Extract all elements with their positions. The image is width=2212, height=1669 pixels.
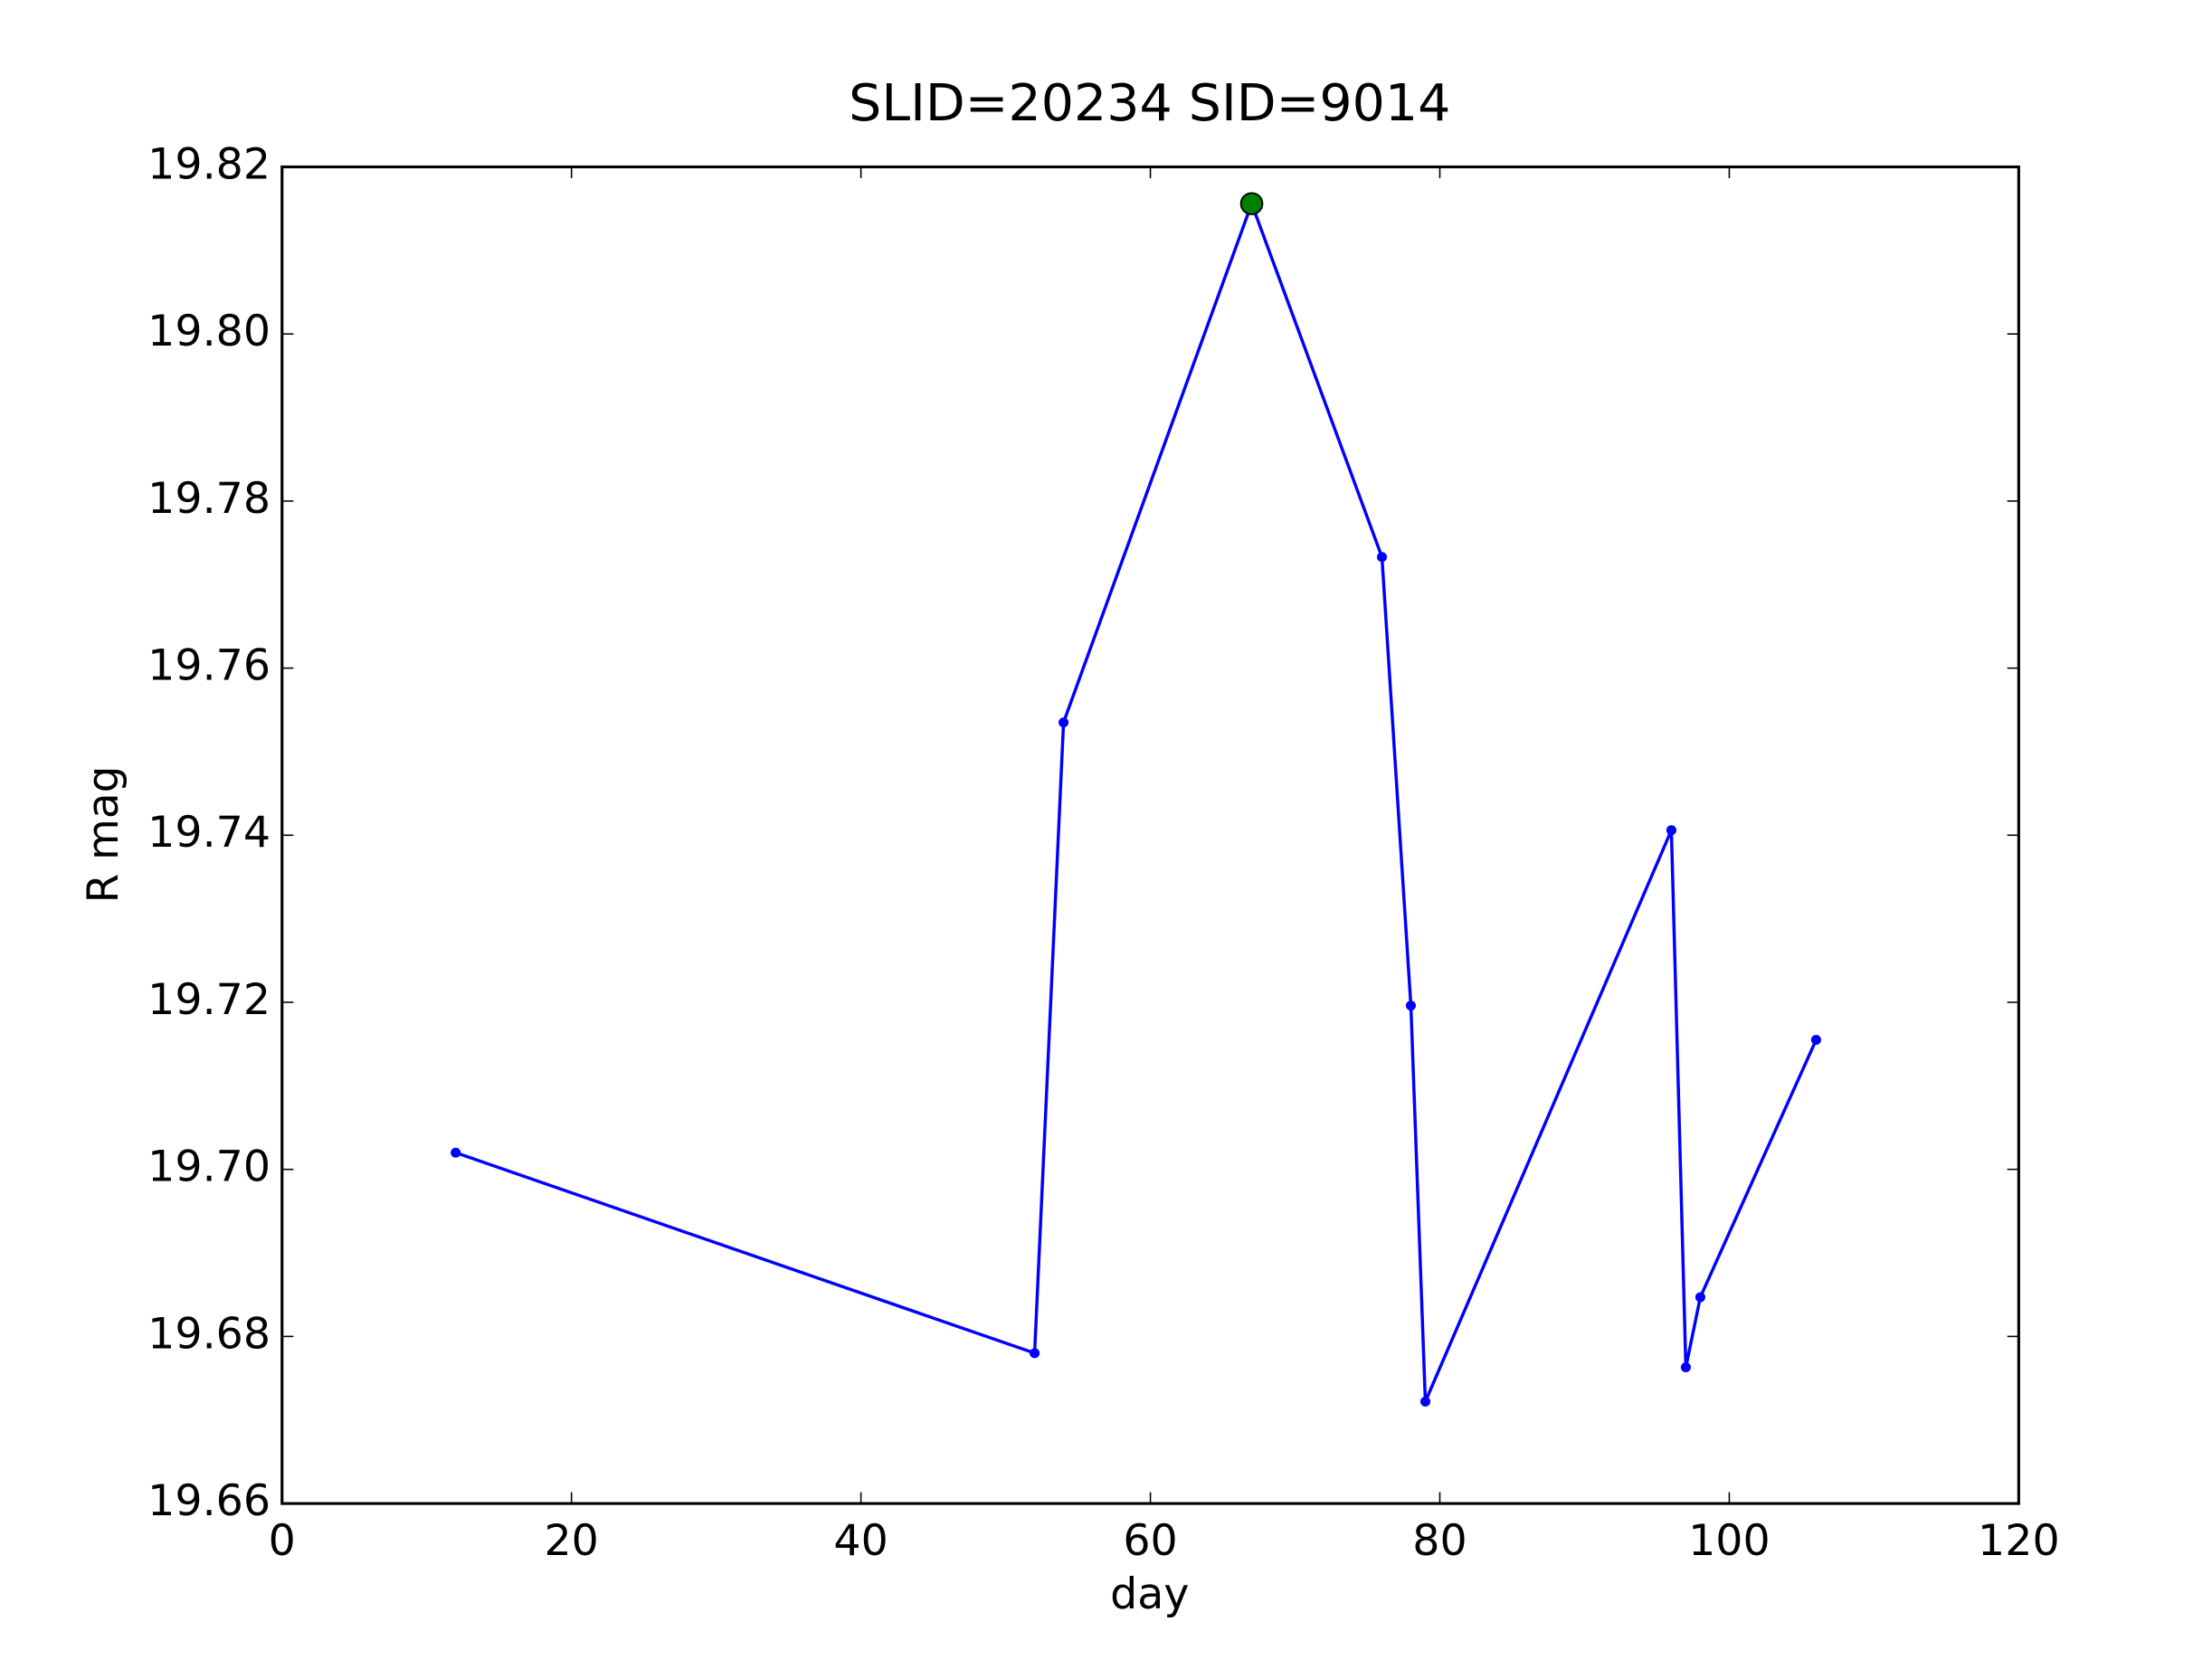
y-tick-label: 19.76 <box>147 641 271 691</box>
y-tick-label: 19.72 <box>147 975 271 1025</box>
point <box>1695 1292 1705 1303</box>
point <box>1419 1396 1431 1407</box>
y-tick-label: 19.66 <box>147 1476 271 1526</box>
point <box>451 1147 461 1158</box>
chart-title: SLID=20234 SID=9014 <box>849 73 1450 133</box>
y-tick-label: 19.78 <box>147 474 271 524</box>
point <box>1810 1035 1821 1046</box>
x-tick-label: 60 <box>1123 1516 1177 1566</box>
highlight-point <box>1239 192 1264 215</box>
y-tick-label: 19.70 <box>147 1143 271 1192</box>
x-tick-label: 100 <box>1688 1516 1771 1566</box>
plot-frame <box>280 165 2020 1505</box>
point <box>1666 825 1676 836</box>
point <box>1030 1348 1040 1359</box>
point <box>1059 717 1069 728</box>
x-axis-label: day <box>1110 1569 1189 1619</box>
y-axis-label: R mag <box>79 766 128 904</box>
point <box>1680 1362 1691 1373</box>
x-tick-label: 0 <box>269 1516 296 1566</box>
y-tick-label: 19.74 <box>147 808 271 858</box>
x-tick-label: 40 <box>833 1516 888 1566</box>
point <box>1376 552 1388 563</box>
x-tick-label: 120 <box>1978 1516 2060 1566</box>
x-tick-label: 80 <box>1412 1516 1467 1566</box>
point <box>1405 1000 1417 1011</box>
y-tick-label: 19.68 <box>147 1310 271 1360</box>
x-tick-label: 20 <box>544 1516 598 1566</box>
y-tick-label: 19.82 <box>147 140 271 190</box>
y-tick-label: 19.80 <box>147 307 271 356</box>
